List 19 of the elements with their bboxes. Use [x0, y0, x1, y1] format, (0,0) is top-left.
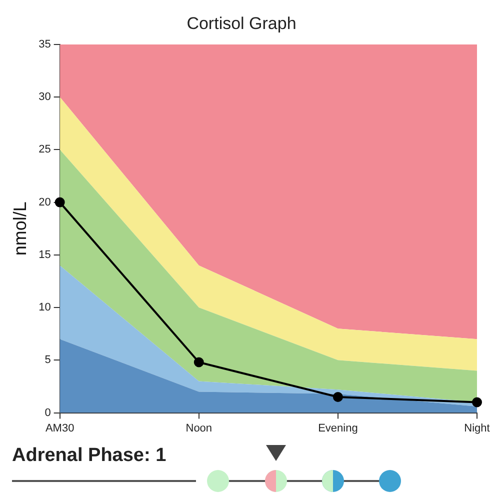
point	[54, 197, 65, 208]
point	[332, 392, 343, 402]
point	[194, 357, 204, 368]
y-tick-label: 20	[38, 196, 51, 208]
y-tick-label: 10	[38, 302, 51, 314]
x-tick-label: Noon	[186, 422, 212, 434]
y-axis-title: nmol/L	[10, 202, 30, 256]
text: Adrenal Phase: 1	[12, 445, 166, 467]
point	[472, 397, 482, 408]
y-tick-label: 25	[38, 144, 51, 156]
chart-title: Cortisol Graph	[186, 14, 296, 33]
y-tick-label: 30	[38, 91, 51, 104]
y-tick-label: 35	[38, 38, 51, 50]
y-tick-label: 0	[44, 406, 51, 419]
y-tick-label: 5	[44, 354, 51, 366]
y-tick-label: 15	[38, 248, 51, 261]
x-tick-label: Evening	[318, 422, 358, 434]
x-tick-label: Night	[464, 422, 490, 434]
x-tick-label: AM30	[45, 422, 74, 434]
